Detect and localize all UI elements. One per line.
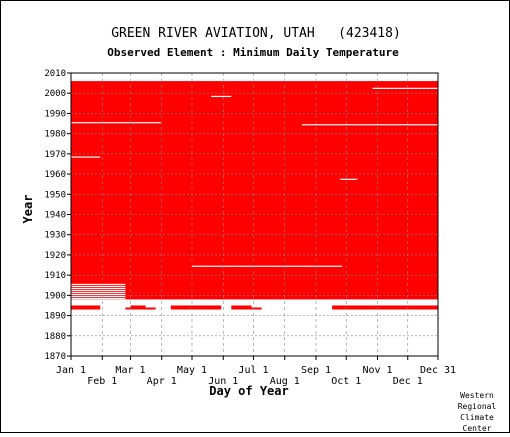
y-tick-label: 1890: [44, 312, 66, 322]
y-tick-label: 1940: [44, 211, 66, 221]
y-tick-label: 1960: [44, 170, 66, 180]
x-tick-label: Nov 1: [362, 365, 392, 376]
x-axis: Jan 1 Mar 1 May 1 Jul 1 Sep 1 Nov 1 Dec 31 Feb …: [56, 356, 456, 387]
data-gap: [340, 178, 358, 180]
plot-area: [70, 72, 439, 357]
x-tick-label: Apr 1: [147, 376, 177, 387]
data-gap: [71, 291, 126, 294]
y-tick-label: 1910: [44, 271, 66, 281]
y-tick-label: 1930: [44, 231, 66, 241]
data-gap: [71, 297, 126, 300]
data-gap: [191, 265, 343, 267]
data-cell-block: [170, 305, 222, 308]
data-gap: [71, 283, 126, 286]
y-tick-label: 1980: [44, 130, 66, 140]
data-gap: [71, 300, 438, 302]
data-cell-block: [125, 307, 156, 310]
x-tick-label: Jul 1: [238, 365, 268, 376]
data-cell-block: [71, 305, 101, 308]
y-tick-label: 1880: [44, 332, 66, 342]
data-cell-block: [130, 305, 146, 308]
data-cell-block: [231, 307, 262, 310]
data-gap: [71, 304, 438, 306]
credit-line: Climate: [460, 413, 494, 422]
chart-title: GREEN RIVER AVIATION, UTAH (423418): [111, 26, 401, 41]
credit-line: Western: [460, 391, 494, 400]
data-gap: [71, 295, 126, 298]
x-tick-label: Oct 1: [331, 376, 361, 387]
y-tick-label: 1920: [44, 251, 66, 261]
x-tick-label: Dec 1: [393, 376, 423, 387]
x-tick-label: Aug 1: [270, 376, 300, 387]
data-gap: [71, 156, 101, 158]
y-tick-label: 2000: [44, 89, 66, 99]
y-tick-label: 1870: [44, 352, 66, 362]
data-gap: [211, 95, 232, 98]
x-tick-label: Feb 1: [87, 376, 117, 387]
x-tick-label: Jan 1: [56, 365, 86, 376]
data-cell-block: [332, 307, 438, 310]
data-cell-block: [231, 305, 252, 308]
data-gap: [71, 287, 126, 290]
y-tick-label: 1970: [44, 150, 66, 160]
data-cell-block: [170, 307, 222, 310]
x-tick-label: Sep 1: [301, 365, 331, 376]
data-gap: [71, 293, 126, 296]
x-tick-label: May 1: [177, 365, 207, 376]
y-axis: 1870 1880 1890 1900 1910 1920 1930 1940 1950 1960…: [44, 69, 71, 362]
credit-line: Center: [462, 424, 492, 433]
chart-subtitle: Observed Element : Minimum Daily Tempera…: [107, 46, 399, 59]
data-cell-block: [71, 307, 101, 310]
data-cell-block: [332, 305, 438, 308]
x-axis-label: Day of Year: [209, 384, 288, 398]
data-gap: [71, 302, 438, 304]
x-tick-label: Jun 1: [208, 376, 238, 387]
credit-line: Regional: [457, 402, 497, 411]
x-tick-label: Mar 1: [115, 365, 145, 376]
y-tick-label: 2010: [44, 69, 66, 79]
data-gap: [71, 122, 161, 124]
data-cell-block: [71, 81, 438, 300]
data-gap: [71, 289, 126, 292]
x-tick-label: Dec 31: [420, 365, 456, 376]
credit-text: Western Regional Climate Center: [445, 390, 509, 434]
y-tick-label: 1950: [44, 190, 66, 200]
y-axis-label: Year: [21, 195, 35, 224]
y-tick-label: 1990: [44, 109, 66, 119]
data-gap: [301, 124, 438, 126]
data-gap: [372, 87, 438, 89]
y-tick-label: 1900: [44, 291, 66, 301]
data-gap: [71, 285, 126, 288]
